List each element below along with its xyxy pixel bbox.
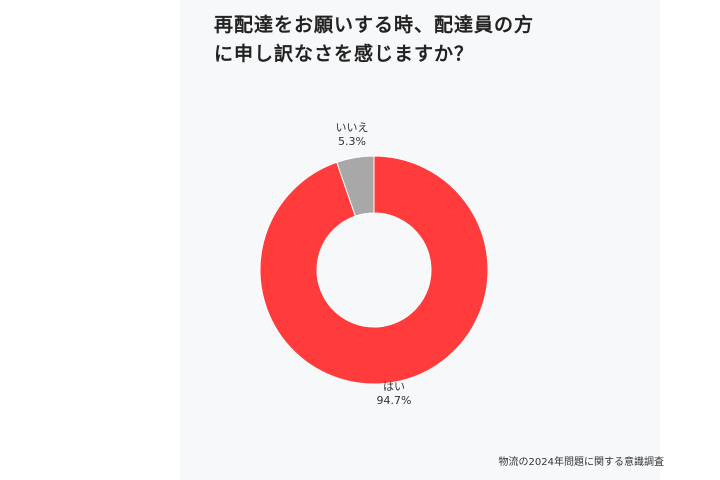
donut-slices [259, 155, 489, 385]
slice-label-no: いいえ 5.3% [322, 121, 382, 149]
slice-value-yes: 94.7% [376, 394, 412, 407]
slice-name-no: いいえ [335, 121, 369, 134]
slice-value-no: 5.3% [338, 135, 366, 148]
slice-name-yes: はい [383, 380, 405, 393]
slice-no [336, 155, 375, 217]
slice-label-yes: はい 94.7% [364, 380, 424, 408]
slice-yes [259, 155, 489, 385]
chart-panel [180, 0, 660, 480]
source-note: 物流の2024年問題に関する意識調査 [498, 457, 664, 468]
chart-title: 再配達をお願いする時、配達員の方に申し訳なさを感じますか？ [214, 14, 535, 65]
